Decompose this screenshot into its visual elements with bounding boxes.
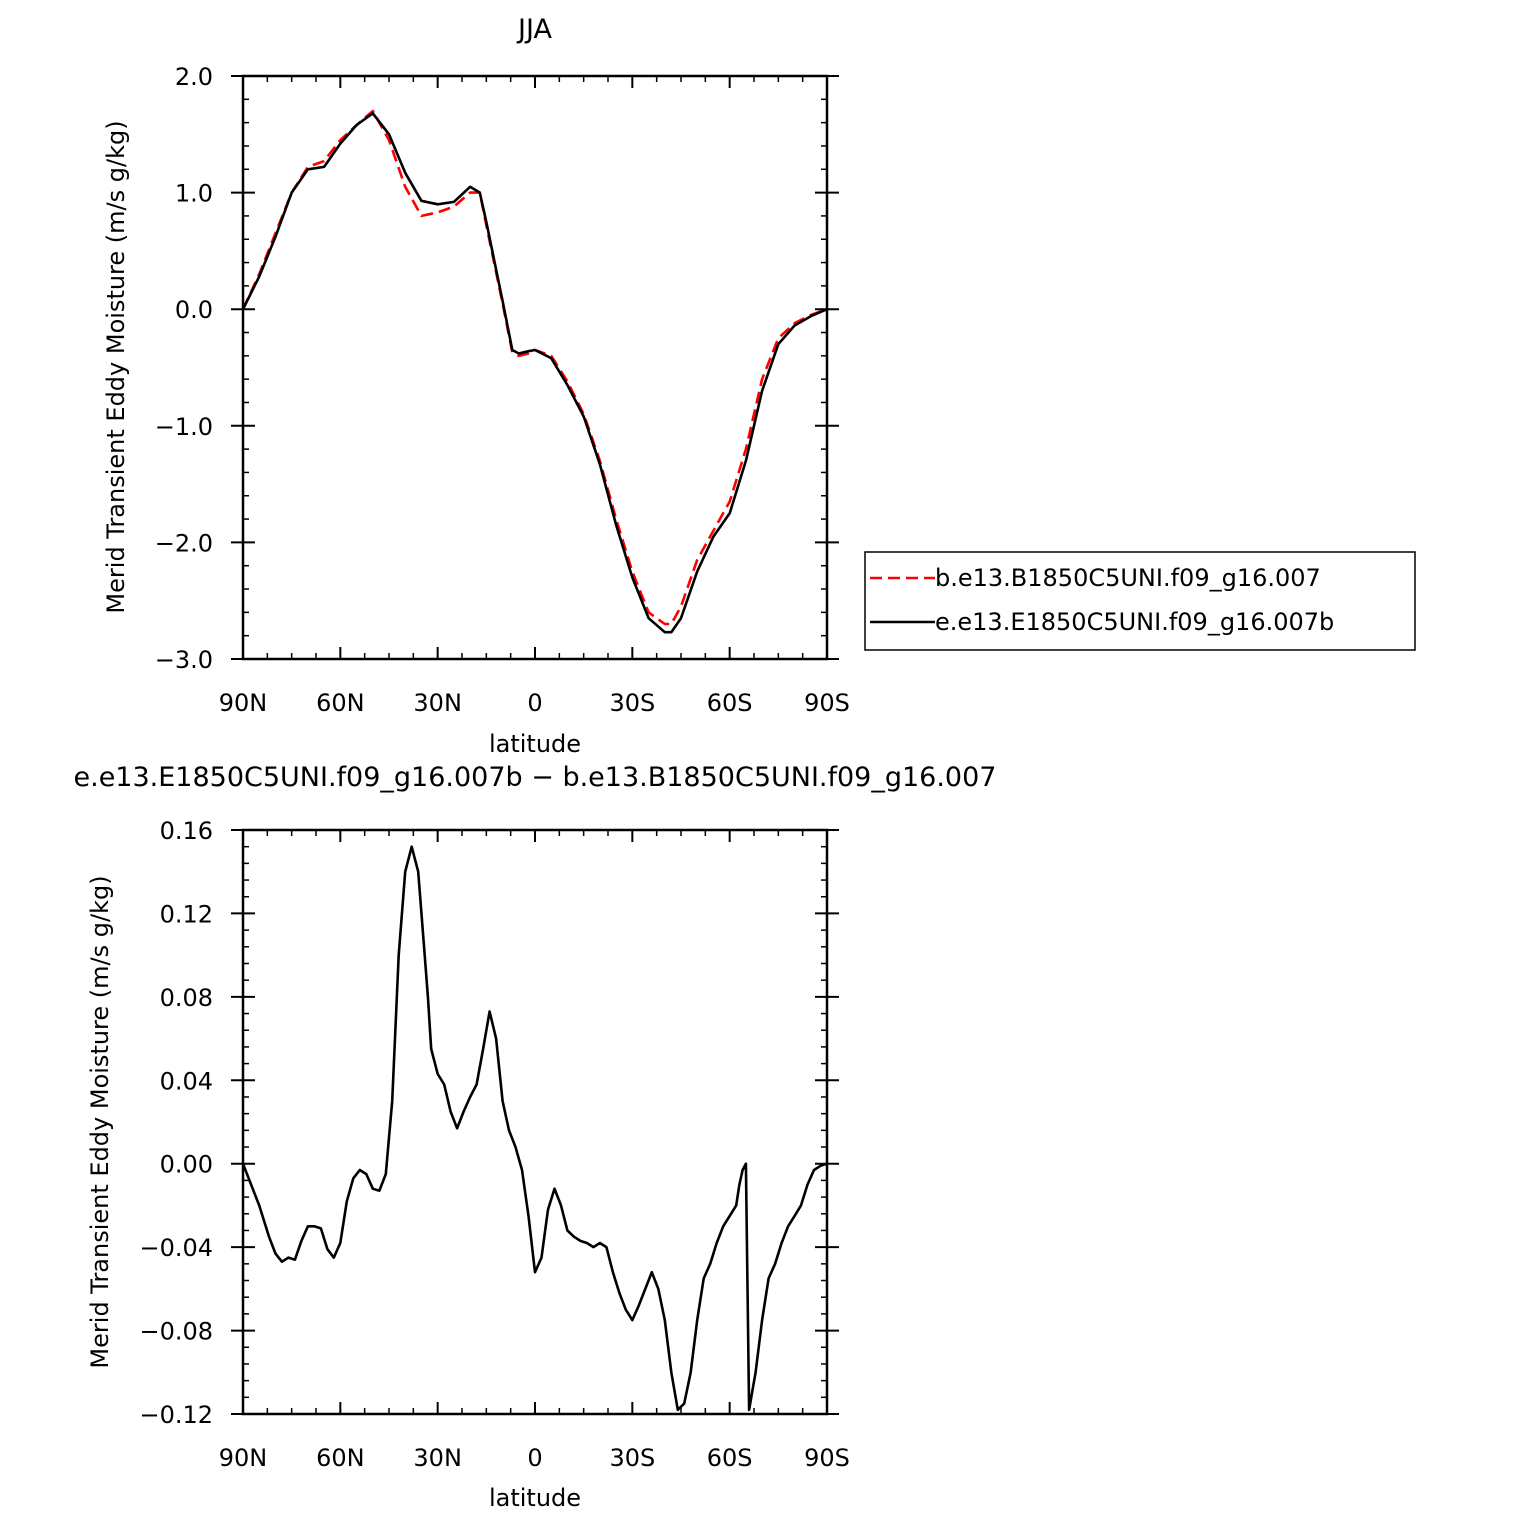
bottom-panel-y-tick-label: −0.12 xyxy=(139,1401,213,1429)
top-panel-x-tick-label: 0 xyxy=(527,689,542,717)
bottom-panel-x-tick-label: 90S xyxy=(804,1444,850,1472)
legend-label-series-1: b.e13.B1850C5UNI.f09_g16.007 xyxy=(935,564,1321,592)
bottom-panel-y-tick-label: −0.04 xyxy=(139,1234,213,1262)
top-panel-y-tick-label: 2.0 xyxy=(175,63,213,91)
bottom-panel-x-tick-label: 90N xyxy=(219,1444,268,1472)
top-panel-ticks: 90N 60N 30N 0 30S 60S 90S 2.0 1.0 0.0 −1.0 −2.0 −3.0 xyxy=(155,63,850,717)
bottom-panel-y-tick-label: 0.04 xyxy=(160,1067,213,1095)
bottom-panel-title: e.e13.E1850C5UNI.f09_g16.007b − b.e13.B1… xyxy=(74,762,997,793)
top-panel-x-tick-label: 60S xyxy=(707,689,753,717)
top-panel-series-line-1 xyxy=(241,109,828,626)
bottom-panel-x-tick-label: 0 xyxy=(527,1444,542,1472)
legend-box xyxy=(864,551,1416,651)
top-panel-series-line-2 xyxy=(241,112,828,634)
bottom-panel-y-tick-label: 0.08 xyxy=(160,984,213,1012)
bottom-panel-x-tick-label: 30S xyxy=(609,1444,655,1472)
legend: b.e13.B1850C5UNI.f09_g16.007 e.e13.E1850… xyxy=(864,551,1416,651)
top-panel-series xyxy=(241,109,828,634)
top-panel-y-tick-label: 0.0 xyxy=(175,296,213,324)
top-panel-y-tick-label: −1.0 xyxy=(155,413,213,441)
bottom-panel-series xyxy=(241,845,828,1412)
top-panel-x-tick-label: 90S xyxy=(804,689,850,717)
bottom-panel-y-axis-label: Merid Transient Eddy Moisture (m/s g/kg) xyxy=(86,875,114,1368)
bottom-panel-x-tick-label: 60N xyxy=(316,1444,365,1472)
bottom-panel: e.e13.E1850C5UNI.f09_g16.007b − b.e13.B1… xyxy=(74,762,997,1512)
top-panel-frame xyxy=(241,74,829,661)
top-panel-x-tick-label: 30N xyxy=(413,689,462,717)
bottom-panel-series-line-1 xyxy=(241,845,828,1412)
legend-label-series-2: e.e13.E1850C5UNI.f09_g16.007b xyxy=(935,608,1334,636)
bottom-panel-frame xyxy=(241,828,829,1416)
top-panel-y-axis-label: Merid Transient Eddy Moisture (m/s g/kg) xyxy=(102,120,130,613)
bottom-panel-y-tick-label: 0.12 xyxy=(160,900,213,928)
top-panel-y-tick-label: −3.0 xyxy=(155,646,213,674)
bottom-panel-ticks: 90N 60N 30N 0 30S 60S 90S 0.16 0.12 0.08 0.04 0.00 −… xyxy=(139,817,849,1472)
top-panel-y-tick-label: −2.0 xyxy=(155,529,213,557)
bottom-panel-x-tick-label: 30N xyxy=(413,1444,462,1472)
top-panel-x-tick-label: 90N xyxy=(219,689,268,717)
top-panel-x-tick-label: 60N xyxy=(316,689,365,717)
top-panel: JJA 90N 60N 30N 0 30S 60S 90S 2.0 1.0 0.0 −1.0 −2.0… xyxy=(102,14,850,758)
top-panel-x-axis-label: latitude xyxy=(489,730,581,758)
top-panel-x-tick-label: 30S xyxy=(609,689,655,717)
bottom-panel-y-tick-label: 0.16 xyxy=(160,817,213,845)
top-panel-title: JJA xyxy=(516,14,552,45)
bottom-panel-x-tick-label: 60S xyxy=(707,1444,753,1472)
bottom-panel-x-axis-label: latitude xyxy=(489,1484,581,1512)
top-panel-y-tick-label: 1.0 xyxy=(175,180,213,208)
bottom-panel-y-tick-label: −0.08 xyxy=(139,1318,213,1346)
bottom-panel-y-tick-label: 0.00 xyxy=(160,1151,213,1179)
